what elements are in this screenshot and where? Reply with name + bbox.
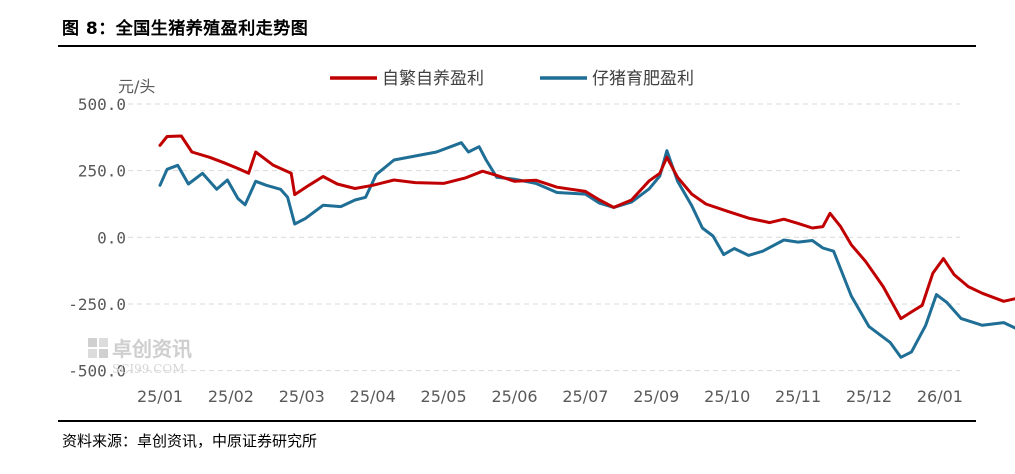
source-note: 资料来源：卓创资讯，中原证券研究所	[62, 432, 318, 450]
x-tick-label: 25/01	[137, 387, 183, 406]
watermark-text: 卓创资讯	[112, 337, 192, 361]
x-tick-label: 25/12	[846, 387, 892, 406]
gridlines	[128, 103, 960, 372]
x-tick-label: 25/10	[704, 387, 750, 406]
watermark-subtext: SCI99.COM	[112, 362, 185, 376]
legend: 自繁自养盈利 仔猪育肥盈利	[330, 69, 694, 89]
x-tick-label: 25/02	[208, 387, 254, 406]
y-tick-label: -500.0	[68, 362, 126, 381]
x-tick-label: 26/01	[917, 387, 963, 406]
title-rule	[58, 45, 976, 47]
watermark: 卓创资讯 SCI99.COM	[88, 337, 192, 376]
legend-label-piglet-fattening: 仔猪育肥盈利	[592, 69, 694, 89]
series-lines	[158, 134, 1015, 359]
source-rule	[58, 420, 976, 422]
x-tick-label: 25/07	[562, 387, 608, 406]
series-line-self-breeding	[158, 134, 1015, 321]
x-tick-label: 25/09	[633, 387, 679, 406]
x-tick-label: 25/05	[421, 387, 467, 406]
y-axis-ticks: 500.0 250.0 0.0 -250.0 -500.0	[68, 95, 126, 381]
y-tick-label: 0.0	[97, 228, 126, 247]
x-tick-label: 25/04	[350, 387, 396, 406]
x-axis-ticks: 25/01 25/02 25/03 25/04 25/05 25/06 25/07 25/09…	[137, 387, 963, 406]
x-tick-label: 25/03	[279, 387, 325, 406]
y-tick-label: 500.0	[78, 95, 126, 114]
y-axis-unit-label: 元/头	[118, 77, 155, 96]
legend-label-self-breeding: 自繁自养盈利	[382, 69, 484, 89]
x-tick-label: 25/11	[775, 387, 821, 406]
watermark-logo-icon	[88, 338, 108, 358]
series-line-piglet-fattening	[158, 141, 1015, 359]
y-tick-label: -250.0	[68, 295, 126, 314]
figure-title: 图 8：全国生猪养殖盈利走势图	[62, 19, 309, 39]
y-tick-label: 250.0	[78, 162, 126, 181]
x-tick-label: 25/06	[491, 387, 537, 406]
